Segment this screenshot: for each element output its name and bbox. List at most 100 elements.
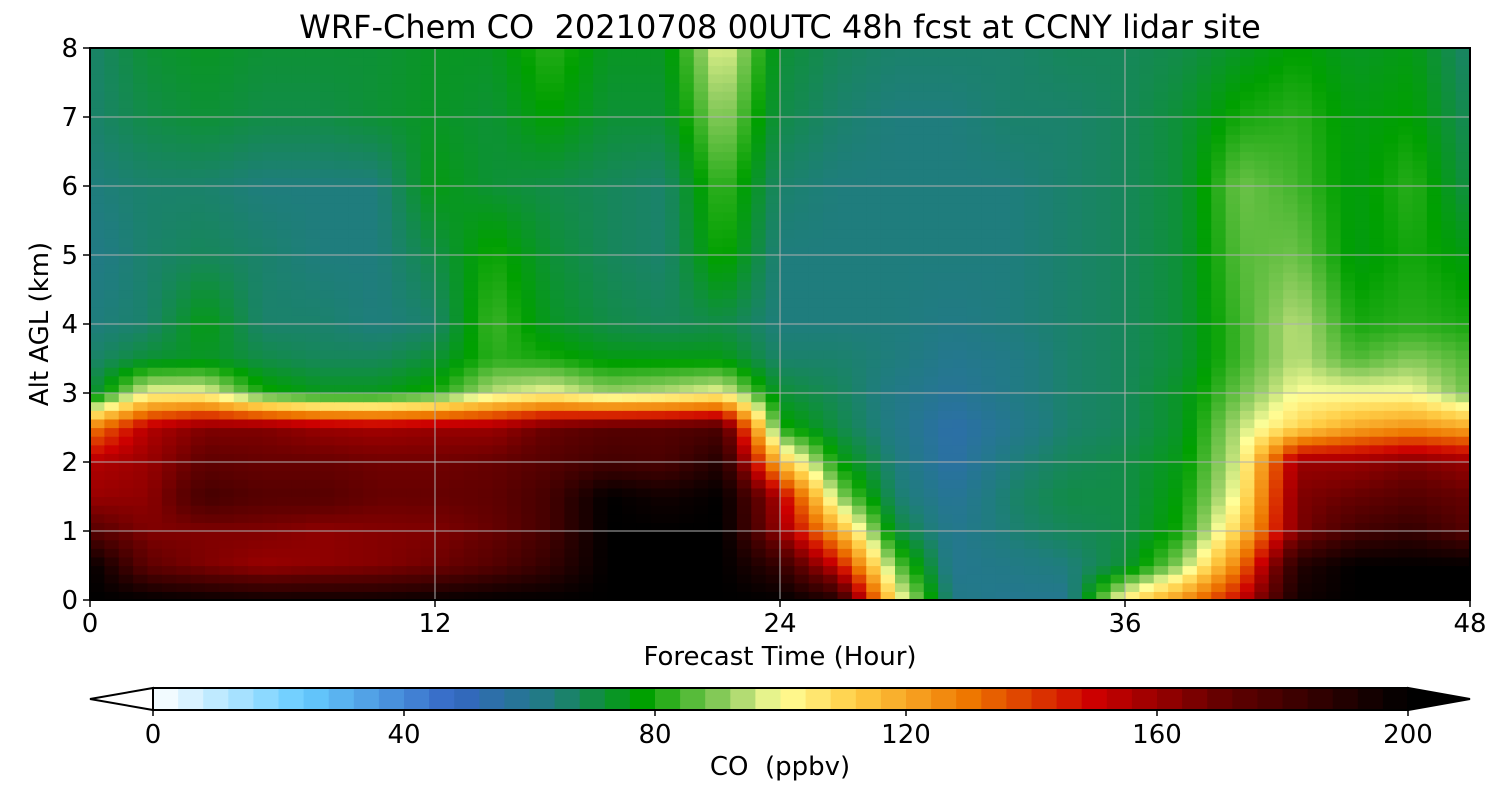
heatmap-cell (133, 462, 149, 472)
heatmap-cell (334, 539, 350, 549)
heatmap-cell (1383, 289, 1399, 299)
heatmap-cell (521, 324, 537, 334)
heatmap-cell (1067, 229, 1083, 239)
heatmap-cell (276, 496, 292, 506)
heatmap-cell (1340, 410, 1356, 420)
heatmap-cell (751, 427, 767, 437)
heatmap-cell (1168, 384, 1184, 394)
heatmap-cell (837, 315, 853, 325)
heatmap-cell (1383, 367, 1399, 377)
heatmap-cell (981, 574, 997, 584)
heatmap-cell (90, 582, 105, 592)
heatmap-cell (305, 367, 321, 377)
heatmap-cell (1441, 151, 1457, 161)
heatmap-cell (1225, 548, 1241, 558)
heatmap-cell (391, 272, 407, 282)
heatmap-cell (463, 349, 479, 360)
heatmap-cell (765, 289, 781, 299)
heatmap-cell (1412, 574, 1428, 584)
heatmap-cell (808, 436, 824, 446)
heatmap-cell (578, 255, 594, 265)
heatmap-cell (291, 263, 307, 273)
heatmap-cell (966, 410, 982, 420)
heatmap-cell (233, 203, 249, 213)
heatmap-cell (1297, 263, 1313, 273)
heatmap-cell (1297, 237, 1313, 247)
heatmap-cell (1311, 505, 1327, 515)
heatmap-cell (363, 505, 379, 515)
heatmap-cell (1426, 220, 1442, 230)
heatmap-cell (909, 479, 925, 489)
heatmap-cell (506, 246, 522, 256)
heatmap-cell (1024, 418, 1040, 429)
heatmap-cell (923, 160, 939, 170)
heatmap-cell (607, 513, 623, 523)
heatmap-cell (693, 263, 709, 273)
heatmap-cell (334, 401, 350, 411)
heatmap-cell (90, 427, 105, 437)
heatmap-cell (190, 462, 206, 472)
heatmap-cell (693, 341, 709, 351)
heatmap-cell (578, 341, 594, 351)
heatmap-cell (1268, 186, 1284, 196)
heatmap-cell (995, 505, 1011, 515)
heatmap-cell (621, 324, 637, 334)
heatmap-cell (636, 565, 652, 575)
heatmap-cell (1240, 556, 1255, 567)
heatmap-cell (1383, 565, 1399, 575)
heatmap-cell (449, 246, 465, 256)
heatmap-cell (90, 168, 105, 178)
heatmap-cell (334, 237, 350, 247)
heatmap-cell (722, 418, 738, 429)
heatmap-cell (535, 401, 551, 411)
heatmap-cell (1168, 436, 1184, 446)
heatmap-cell (966, 496, 982, 506)
heatmap-cell (1067, 556, 1083, 567)
heatmap-cell (478, 306, 494, 316)
heatmap-cell (1441, 487, 1457, 498)
heatmap-cell (952, 203, 968, 213)
heatmap-cell (478, 280, 494, 291)
heatmap-cell (1096, 375, 1112, 385)
heatmap-cell (923, 177, 939, 187)
heatmap-cell (133, 513, 149, 523)
heatmap-cell (391, 427, 407, 437)
heatmap-cell (334, 556, 350, 567)
heatmap-cell (564, 513, 580, 523)
heatmap-cell (1139, 203, 1155, 213)
heatmap-cell (923, 341, 939, 351)
heatmap-cell (1254, 548, 1270, 558)
heatmap-cell (607, 487, 623, 498)
heatmap-cell (952, 168, 968, 178)
heatmap-cell (161, 272, 177, 282)
heatmap-cell (751, 211, 767, 222)
heatmap-cell (420, 349, 436, 360)
heatmap-cell (406, 289, 422, 299)
heatmap-cell (1024, 513, 1040, 523)
heatmap-cell (1038, 220, 1054, 230)
heatmap-cell (866, 315, 882, 325)
heatmap-cell (981, 332, 997, 342)
heatmap-cell (233, 211, 249, 222)
heatmap-cell (406, 263, 422, 273)
heatmap-cell (1053, 565, 1069, 575)
heatmap-cell (808, 194, 824, 204)
heatmap-cell (1240, 496, 1255, 506)
heatmap-cell (262, 556, 278, 567)
heatmap-cell (1326, 341, 1342, 351)
heatmap-cell (736, 531, 752, 541)
heatmap-cell (1182, 410, 1198, 420)
heatmap-cell (406, 237, 422, 247)
heatmap-cell (90, 255, 105, 265)
heatmap-cell (1398, 263, 1414, 273)
heatmap-cell (1340, 574, 1356, 584)
heatmap-cell (377, 462, 393, 472)
heatmap-cell (463, 160, 479, 170)
heatmap-cell (406, 194, 422, 204)
heatmap-cell (679, 470, 695, 480)
heatmap-cell (1240, 332, 1255, 342)
heatmap-cell (219, 548, 235, 558)
heatmap-cell (1340, 444, 1356, 454)
heatmap-cell (118, 289, 134, 299)
heatmap-cell (636, 453, 652, 463)
